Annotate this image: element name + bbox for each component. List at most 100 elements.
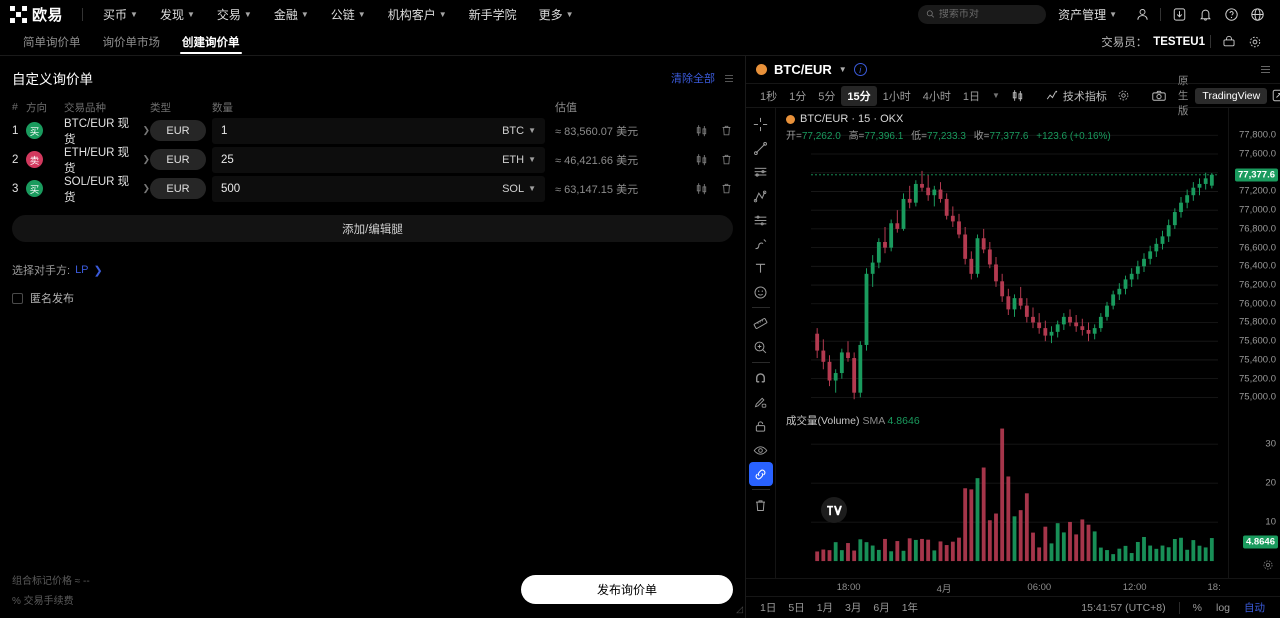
candlestick-chart-icon[interactable] <box>695 153 708 166</box>
type-pill[interactable]: EUR <box>150 149 206 170</box>
quantity-input[interactable]: 1 BTC ▼ <box>212 117 545 144</box>
timeframe-5m[interactable]: 5分 <box>818 90 836 103</box>
candlestick-chart-icon[interactable] <box>695 182 708 195</box>
bell-icon[interactable] <box>1192 1 1218 27</box>
panel-drag-handle[interactable] <box>725 74 733 82</box>
chart-menu-icon[interactable] <box>1261 66 1270 73</box>
nav-item-finance[interactable]: 金融 ▼ <box>263 6 320 23</box>
trend-line-icon[interactable] <box>749 136 773 160</box>
quantity-input[interactable]: 500 SOL ▼ <box>212 175 545 202</box>
timeframe-15m[interactable]: 15分 <box>841 85 877 106</box>
type-pill[interactable]: EUR <box>150 178 206 199</box>
chart-canvas[interactable]: BTC/EUR · 15 · OKX 开=77,262.0 高=77,396.1… <box>776 108 1228 578</box>
percent-scale-toggle[interactable]: % <box>1192 601 1202 614</box>
nav-item-discover[interactable]: 发现 ▼ <box>149 6 206 23</box>
indicators-button[interactable]: 技术指标 <box>1041 88 1112 104</box>
brand-logo[interactable]: 欧易 <box>10 4 63 25</box>
pitchfork-icon[interactable] <box>749 184 773 208</box>
horizontal-lines-icon[interactable] <box>749 160 773 184</box>
drawing-mode-icon[interactable] <box>749 390 773 414</box>
delete-icon[interactable] <box>720 124 733 137</box>
chevron-right-icon[interactable]: ❯ <box>93 264 103 277</box>
anonymous-checkbox[interactable] <box>12 292 23 304</box>
snapshot-icon[interactable] <box>1147 90 1171 102</box>
counterparty-value[interactable]: LP <box>75 264 89 276</box>
tab-simple-rfq[interactable]: 简单询价单 <box>12 28 92 56</box>
row-quantity[interactable]: 25 ETH ▼ <box>212 146 555 173</box>
chart-type-icon[interactable] <box>1006 89 1029 102</box>
row-quantity[interactable]: 1 BTC ▼ <box>212 117 555 144</box>
row-quantity[interactable]: 500 SOL ▼ <box>212 175 555 202</box>
layout-icon[interactable] <box>1216 29 1242 55</box>
type-pill[interactable]: EUR <box>150 120 206 141</box>
lock-icon[interactable] <box>749 414 773 438</box>
trash-icon[interactable] <box>749 493 773 517</box>
emoji-icon[interactable] <box>749 280 773 304</box>
timeframe-4h[interactable]: 4小时 <box>922 90 951 103</box>
table-row[interactable]: 2 卖 ETH/EUR 现货 ❯ EUR 25 <box>12 144 733 176</box>
row-side[interactable]: 买 <box>26 122 64 139</box>
anonymous-publish-row[interactable]: 匿名发布 <box>0 278 745 306</box>
nav-item-institutional[interactable]: 机构客户 ▼ <box>377 6 458 23</box>
auto-scale-toggle[interactable]: 自动 <box>1244 602 1265 614</box>
native-version-toggle[interactable]: 原生版 <box>1177 75 1189 117</box>
range-6mo[interactable]: 6月 <box>873 602 890 614</box>
search-box[interactable] <box>918 4 1047 24</box>
eye-icon[interactable] <box>749 438 773 462</box>
tab-rfq-market[interactable]: 询价单市场 <box>92 28 172 56</box>
search-input[interactable] <box>938 8 1039 20</box>
crosshair-icon[interactable] <box>749 112 773 136</box>
asset-management-menu[interactable]: 资产管理 ▼ <box>1058 6 1117 23</box>
download-icon[interactable] <box>1166 1 1192 27</box>
timeframe-1m[interactable]: 1分 <box>789 90 807 103</box>
row-type[interactable]: EUR <box>150 149 212 170</box>
nav-item-chain[interactable]: 公链 ▼ <box>320 6 377 23</box>
chart-settings-gear-icon[interactable] <box>1112 89 1135 102</box>
nav-item-academy[interactable]: 新手学院 <box>458 6 528 23</box>
ruler-icon[interactable] <box>749 311 773 335</box>
range-1y[interactable]: 1年 <box>901 602 919 614</box>
timeframe-1s[interactable]: 1秒 <box>760 90 778 103</box>
info-icon[interactable]: i <box>853 63 867 76</box>
nav-item-buy-crypto[interactable]: 买币 ▼ <box>92 6 149 23</box>
row-type[interactable]: EUR <box>150 120 212 141</box>
row-instrument-selector[interactable]: SOL/EUR 现货 ❯ <box>64 173 150 205</box>
currency-selector[interactable]: ETH ▼ <box>502 154 536 166</box>
currency-selector[interactable]: SOL ▼ <box>502 183 536 195</box>
range-1mo[interactable]: 1月 <box>816 602 834 614</box>
help-icon[interactable] <box>1218 1 1244 27</box>
publish-rfq-button[interactable]: 发布询价单 <box>521 574 733 604</box>
row-type[interactable]: EUR <box>150 178 212 199</box>
range-5d[interactable]: 5日 <box>788 602 805 614</box>
text-icon[interactable] <box>749 256 773 280</box>
gear-icon[interactable] <box>1242 29 1268 55</box>
row-instrument-selector[interactable]: ETH/EUR 现货 ❯ <box>64 144 150 176</box>
tradingview-version-toggle[interactable]: TradingView <box>1195 87 1268 104</box>
globe-icon[interactable] <box>1244 1 1270 27</box>
nav-item-more[interactable]: 更多 ▼ <box>528 6 585 23</box>
fibonacci-icon[interactable] <box>749 208 773 232</box>
user-icon[interactable] <box>1129 1 1155 27</box>
timeframe-1d[interactable]: 1日 <box>962 90 980 103</box>
tab-create-rfq[interactable]: 创建询价单 <box>171 28 251 56</box>
row-instrument-selector[interactable]: BTC/EUR 现货 ❯ <box>64 115 150 147</box>
delete-icon[interactable] <box>720 182 733 195</box>
magnet-icon[interactable] <box>749 366 773 390</box>
currency-selector[interactable]: BTC ▼ <box>502 125 536 137</box>
link-icon[interactable] <box>748 462 773 486</box>
table-row[interactable]: 1 买 BTC/EUR 现货 ❯ EUR 1 <box>12 115 733 147</box>
range-1d[interactable]: 1日 <box>760 602 777 614</box>
axis-settings-gear-icon[interactable] <box>1262 559 1274 574</box>
fullscreen-icon[interactable] <box>1267 89 1280 102</box>
resize-handle[interactable]: ◿ <box>736 604 743 614</box>
candlestick-chart-icon[interactable] <box>695 124 708 137</box>
price-axis[interactable]: 77,800.077,600.077,400.077,200.077,000.0… <box>1228 108 1280 578</box>
time-axis[interactable]: 18:00 4月 06:00 12:00 18: <box>746 578 1280 596</box>
row-side[interactable]: 买 <box>26 180 64 197</box>
timeframe-1h[interactable]: 1小时 <box>882 90 911 103</box>
table-row[interactable]: 3 买 SOL/EUR 现货 ❯ EUR 500 <box>12 173 733 205</box>
log-scale-toggle[interactable]: log <box>1215 601 1230 614</box>
clear-all-button[interactable]: 清除全部 <box>671 73 715 85</box>
row-side[interactable]: 卖 <box>26 151 64 168</box>
delete-icon[interactable] <box>720 153 733 166</box>
